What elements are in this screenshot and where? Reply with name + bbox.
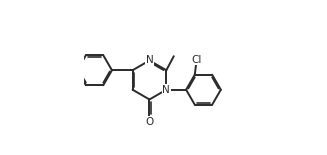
Text: Cl: Cl [191,55,201,65]
Text: O: O [145,117,154,127]
Text: N: N [163,85,170,95]
Text: N: N [146,55,153,65]
